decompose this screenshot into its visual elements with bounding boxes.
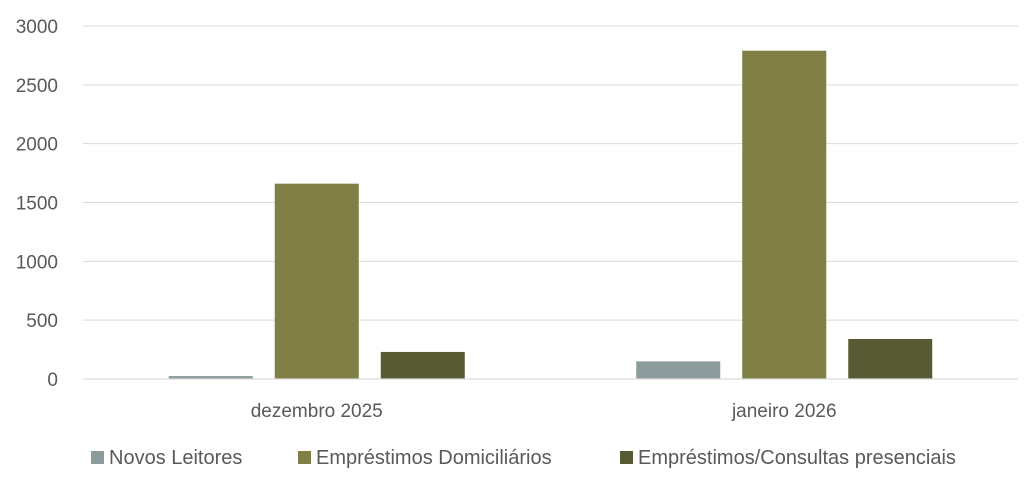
legend-label: Empréstimos/Consultas presenciais	[638, 447, 956, 469]
y-tick-label: 2000	[16, 135, 58, 156]
bar-empr-stimos-domicili-rios-2	[742, 50, 827, 380]
legend-label: Empréstimos Domiciliários	[316, 447, 552, 469]
legend-swatch	[91, 451, 104, 464]
legend-swatch	[298, 451, 311, 464]
bar-empr-stimos-consultas-presenciais-1	[380, 351, 465, 379]
legend-swatch	[620, 451, 633, 464]
bars	[168, 50, 933, 380]
y-tick-label: 3000	[16, 17, 58, 38]
category-labels: dezembro 2025 janeiro 2026	[251, 401, 837, 422]
bar-empr-stimos-consultas-presenciais-2	[848, 338, 933, 379]
bar-novos-leitores-1	[168, 376, 253, 379]
y-tick-label: 0	[47, 370, 58, 391]
legend-label: Novos Leitores	[109, 447, 242, 469]
x-category-label: dezembro 2025	[251, 401, 383, 422]
bar-novos-leitores-2	[636, 361, 721, 379]
y-tick-label: 1000	[16, 252, 58, 273]
x-category-label: janeiro 2026	[731, 401, 837, 422]
y-tick-label: 2500	[16, 76, 58, 97]
grid-layer	[83, 25, 1018, 321]
y-tick-label: 500	[26, 311, 58, 332]
y-tick-label: 1500	[16, 194, 58, 215]
bar-empr-stimos-domicili-rios-1	[274, 183, 359, 379]
legend: Novos Leitores Empréstimos Domiciliários E…	[91, 447, 956, 469]
y-axis-ticks: 0 500 1000 1500 2000 2500 3000	[16, 17, 58, 391]
